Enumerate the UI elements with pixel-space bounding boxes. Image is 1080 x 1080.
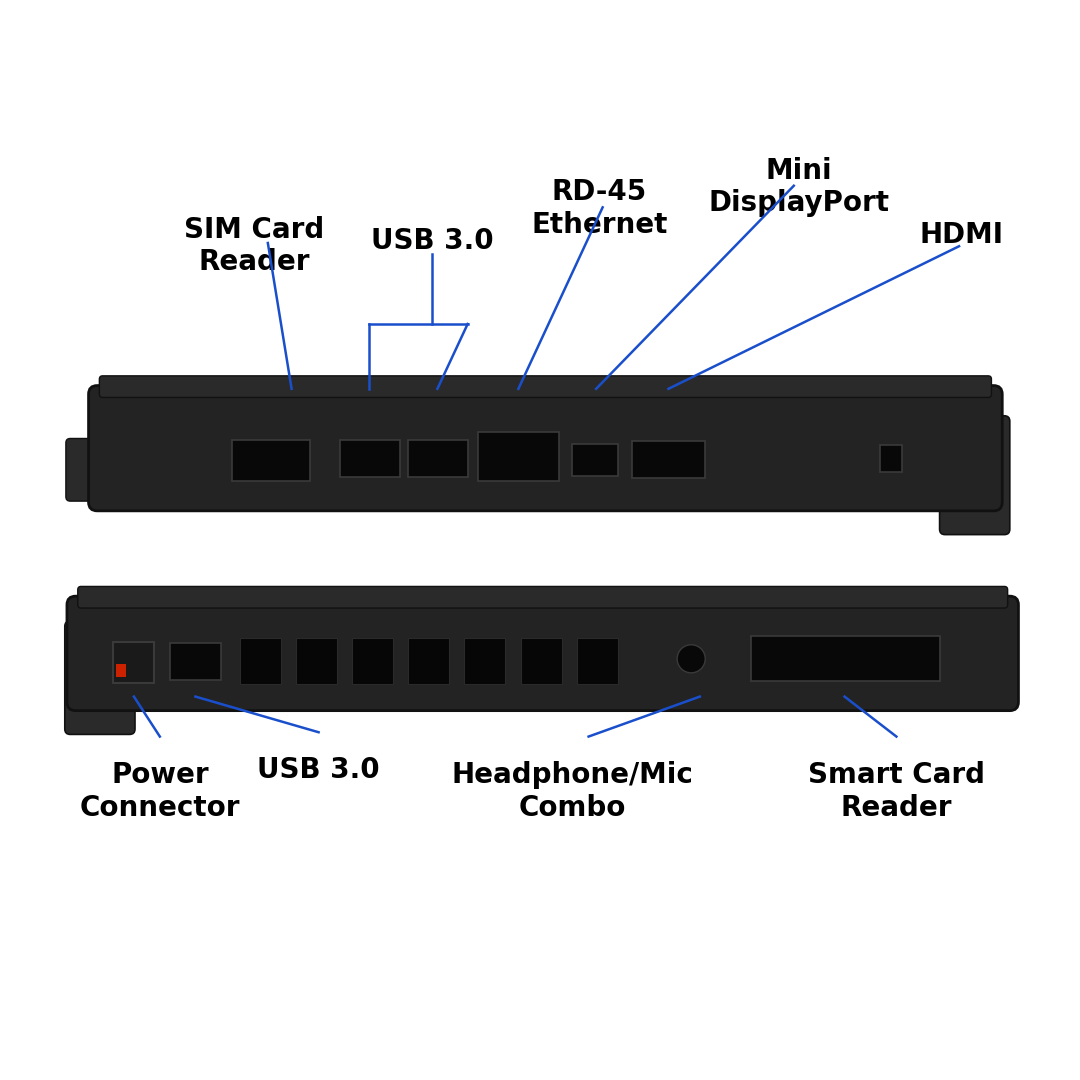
Text: Power
Connector: Power Connector <box>80 761 240 822</box>
FancyBboxPatch shape <box>78 586 1008 608</box>
Bar <box>478 432 559 481</box>
Bar <box>116 664 126 677</box>
Bar <box>352 638 393 684</box>
Bar <box>464 638 505 684</box>
Bar <box>340 440 400 477</box>
FancyBboxPatch shape <box>89 386 1002 511</box>
Text: USB 3.0: USB 3.0 <box>370 227 494 255</box>
Text: SIM Card
Reader: SIM Card Reader <box>184 216 324 276</box>
Bar <box>232 440 310 481</box>
FancyBboxPatch shape <box>940 416 1010 535</box>
FancyBboxPatch shape <box>65 621 135 734</box>
Text: Mini
DisplayPort: Mini DisplayPort <box>708 157 890 217</box>
FancyBboxPatch shape <box>66 438 105 501</box>
Bar <box>632 441 705 478</box>
Text: HDMI: HDMI <box>919 221 1003 249</box>
Circle shape <box>677 645 705 673</box>
Bar <box>572 444 618 476</box>
FancyBboxPatch shape <box>67 596 1018 711</box>
Text: Smart Card
Reader: Smart Card Reader <box>808 761 985 822</box>
Bar <box>240 638 281 684</box>
Bar <box>113 642 154 683</box>
Bar <box>577 638 618 684</box>
FancyBboxPatch shape <box>99 376 991 397</box>
Bar <box>521 638 562 684</box>
FancyBboxPatch shape <box>973 638 1012 701</box>
Bar <box>880 445 902 472</box>
Bar <box>408 638 449 684</box>
Bar <box>170 643 221 680</box>
Text: Headphone/Mic
Combo: Headphone/Mic Combo <box>451 761 693 822</box>
Bar <box>296 638 337 684</box>
Bar <box>408 440 468 477</box>
Text: RD-45
Ethernet: RD-45 Ethernet <box>531 178 667 239</box>
Bar <box>751 636 940 681</box>
Text: USB 3.0: USB 3.0 <box>257 756 380 784</box>
